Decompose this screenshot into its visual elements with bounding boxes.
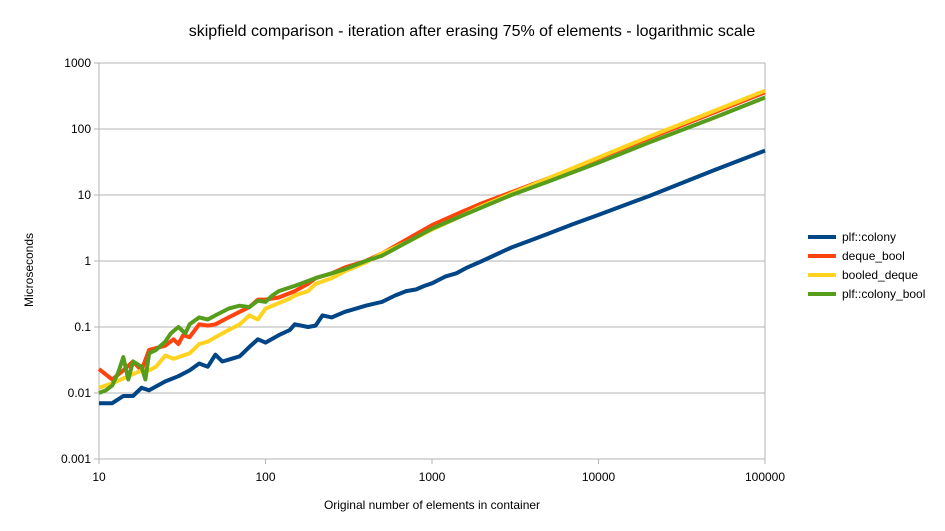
y-tick-label: 0.01 — [68, 386, 92, 400]
series-line-plf-colony-bool — [98, 95, 766, 395]
series-line-plf-colony — [99, 148, 766, 406]
x-tick-label: 100000 — [745, 470, 785, 484]
y-tick-label: 10 — [78, 188, 92, 202]
legend: plf::colonydeque_boolbooled_dequeplf::co… — [808, 230, 925, 301]
x-axis-tick-labels: 10 100 1000 10000 100000 — [92, 459, 785, 484]
series-lines — [97, 88, 766, 406]
y-tick-label: 0.001 — [61, 452, 91, 466]
x-tick-label: 10 — [92, 470, 106, 484]
y-axis-tick-labels: 0.001 0.01 0.1 1 10 100 1000 — [61, 56, 99, 466]
x-axis-title: Original number of elements in container — [324, 498, 540, 512]
x-tick-label: 100 — [255, 470, 275, 484]
legend-label-plf-colony-bool: plf::colony_bool — [842, 287, 925, 301]
x-tick-label: 10000 — [582, 470, 616, 484]
y-tick-label: 0.1 — [74, 320, 91, 334]
y-axis-title: Microseconds — [22, 233, 36, 307]
y-tick-label: 100 — [71, 122, 91, 136]
y-tick-label: 1000 — [64, 56, 91, 70]
x-tick-label: 1000 — [419, 470, 446, 484]
horizontal-gridlines — [99, 62, 765, 460]
legend-label-plf-colony: plf::colony — [842, 230, 896, 244]
chart-title: skipfield comparison - iteration after e… — [189, 23, 756, 40]
legend-label-booled-deque: booled_deque — [842, 268, 918, 282]
y-tick-label: 1 — [84, 254, 91, 268]
legend-label-deque-bool: deque_bool — [842, 249, 905, 263]
